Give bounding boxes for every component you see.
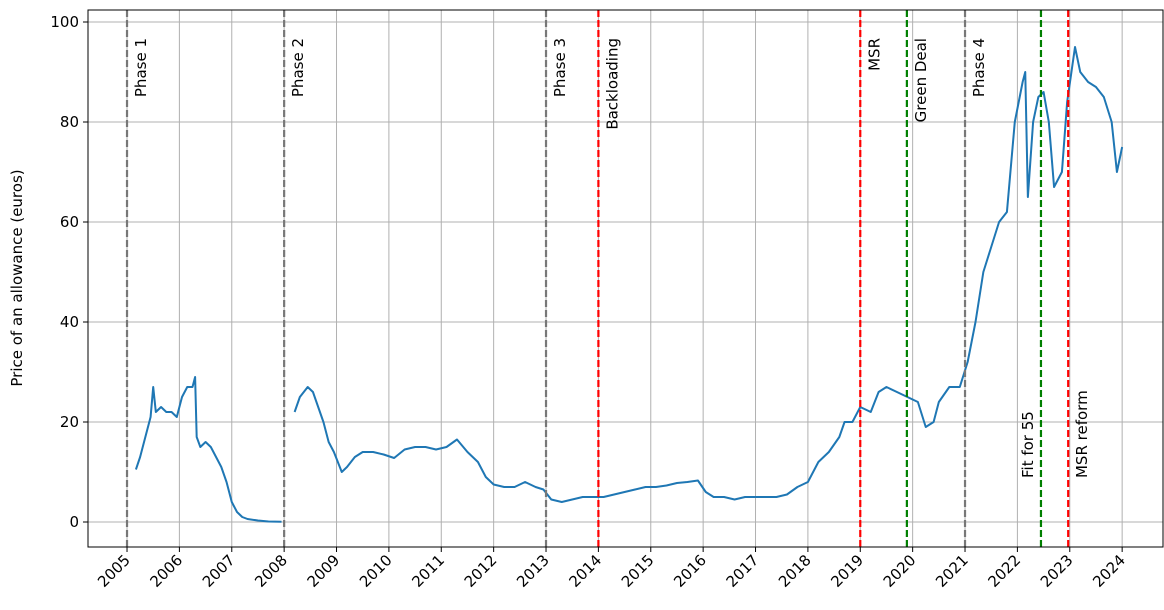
x-tick-label: 2023 — [1037, 551, 1077, 591]
event-label: Backloading — [603, 38, 621, 130]
x-tick-label: 2013 — [513, 551, 553, 591]
event-label: Fit for 55 — [1019, 411, 1037, 478]
y-tick-label: 40 — [60, 313, 79, 331]
price-line — [134, 46, 1124, 523]
event-label: Phase 1 — [132, 38, 150, 97]
event-label: MSR — [865, 38, 883, 71]
y-axis-label: Price of an allowance (euros) — [8, 169, 26, 386]
x-tick-label: 2019 — [827, 551, 867, 591]
x-tick-label: 2006 — [146, 551, 186, 591]
x-tick-label: 2015 — [618, 551, 658, 591]
x-tick-label: 2024 — [1089, 551, 1129, 591]
plot-frame — [87, 9, 1164, 548]
event-label: MSR reform — [1073, 390, 1091, 478]
x-tick-label: 2012 — [461, 551, 501, 591]
x-tick-label: 2018 — [775, 551, 815, 591]
event-label: Phase 2 — [289, 38, 307, 97]
y-tick-label: 60 — [60, 213, 79, 231]
x-tick-label: 2011 — [408, 551, 448, 591]
x-tick-label: 2021 — [932, 551, 972, 591]
y-tick-label: 100 — [50, 13, 79, 31]
x-tick-label: 2007 — [199, 551, 239, 591]
y-tick-label: 80 — [60, 113, 79, 131]
event-label: Phase 3 — [551, 38, 569, 97]
y-tick-label: 20 — [60, 413, 79, 431]
x-tick-label: 2008 — [251, 551, 291, 591]
x-tick-label: 2020 — [880, 551, 920, 591]
x-tick-label: 2017 — [723, 551, 763, 591]
x-tick-label: 2016 — [670, 551, 710, 591]
event-label: Green Deal — [912, 38, 930, 122]
y-tick-label: 0 — [69, 513, 79, 531]
event-label: Phase 4 — [970, 38, 988, 97]
x-tick-label: 2005 — [94, 551, 134, 591]
x-tick-label: 2014 — [565, 551, 605, 591]
x-tick-label: 2022 — [984, 551, 1024, 591]
x-tick-label: 2009 — [304, 551, 344, 591]
x-tick-label: 2010 — [356, 551, 396, 591]
